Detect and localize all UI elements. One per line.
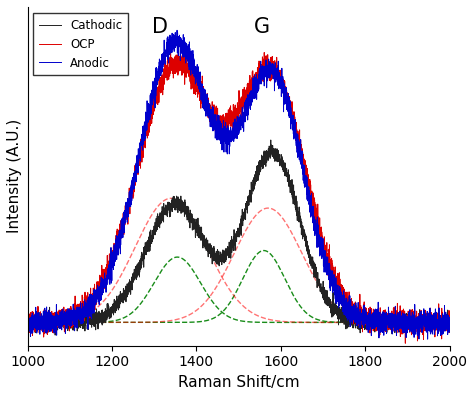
OCP bbox=[331, 276, 337, 280]
Cathodic bbox=[331, 311, 337, 316]
Cathodic bbox=[202, 241, 208, 246]
Cathodic bbox=[25, 318, 30, 323]
Anodic bbox=[174, 28, 180, 33]
Anodic bbox=[25, 320, 30, 325]
Anodic bbox=[413, 329, 419, 333]
OCP bbox=[447, 315, 452, 320]
Cathodic bbox=[205, 243, 211, 247]
Text: G: G bbox=[254, 17, 270, 37]
Anodic bbox=[425, 337, 430, 341]
Cathodic bbox=[52, 333, 58, 337]
OCP bbox=[413, 319, 419, 324]
Cathodic bbox=[413, 320, 419, 325]
Anodic bbox=[202, 103, 208, 108]
OCP bbox=[434, 317, 439, 322]
Cathodic bbox=[268, 138, 273, 143]
Anodic bbox=[225, 128, 231, 133]
Cathodic bbox=[434, 326, 439, 331]
Anodic bbox=[331, 279, 337, 283]
Y-axis label: Intensity (A.U.): Intensity (A.U.) bbox=[7, 119, 22, 233]
Text: D: D bbox=[153, 17, 168, 37]
Line: Cathodic: Cathodic bbox=[27, 140, 449, 335]
Legend: Cathodic, OCP, Anodic: Cathodic, OCP, Anodic bbox=[33, 13, 128, 75]
OCP bbox=[25, 317, 30, 322]
OCP bbox=[202, 104, 208, 109]
Anodic bbox=[434, 322, 439, 327]
Anodic bbox=[447, 315, 452, 320]
Line: OCP: OCP bbox=[27, 52, 449, 343]
Cathodic bbox=[225, 251, 231, 256]
Line: Anodic: Anodic bbox=[27, 30, 449, 339]
Cathodic bbox=[447, 319, 452, 324]
OCP bbox=[225, 115, 231, 120]
OCP bbox=[402, 341, 408, 346]
OCP bbox=[261, 50, 267, 55]
Anodic bbox=[205, 98, 211, 102]
X-axis label: Raman Shift/cm: Raman Shift/cm bbox=[178, 375, 300, 390]
OCP bbox=[205, 109, 211, 114]
